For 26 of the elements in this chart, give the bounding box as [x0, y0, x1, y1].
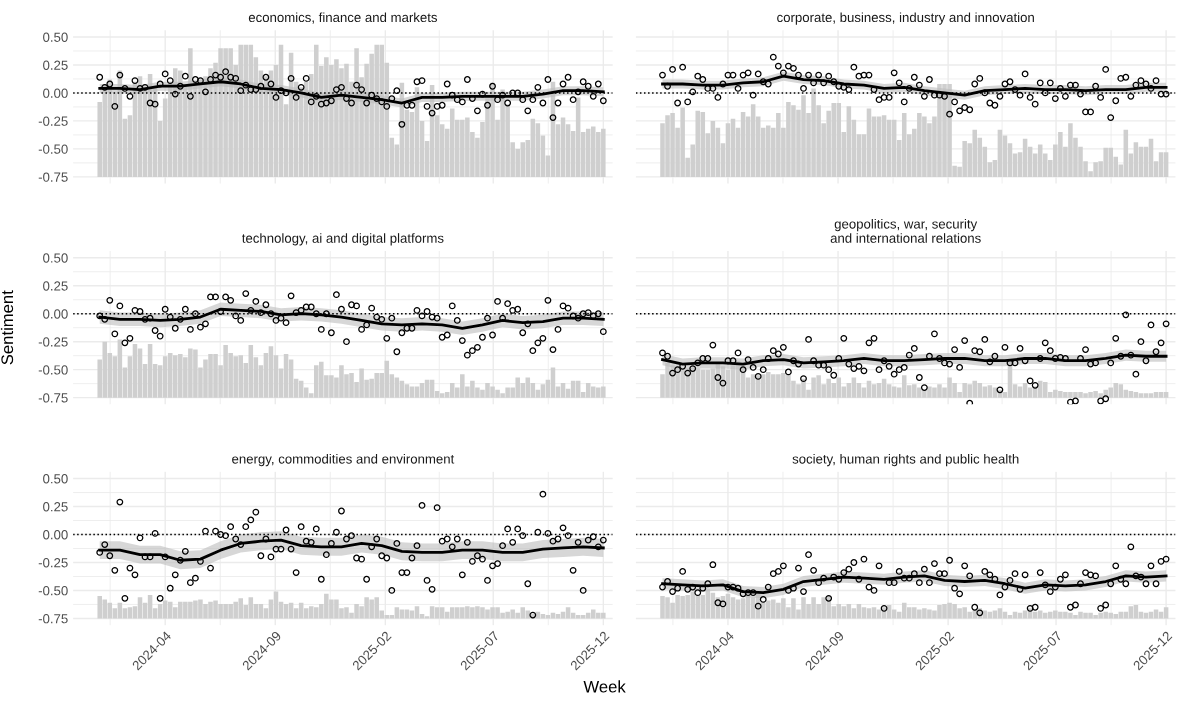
- y-tick-label: 0.25: [43, 281, 68, 291]
- chart-title: energy, commodities and environment: [232, 453, 455, 467]
- y-tick-label: 0.00: [43, 88, 68, 98]
- y-axis-title: Sentiment: [0, 290, 14, 365]
- y-tick-label: -0.50: [38, 365, 68, 375]
- y-tick-label: 0.25: [43, 502, 68, 512]
- y-tick-label: -0.50: [38, 144, 68, 154]
- y-tick-label: 0.00: [43, 309, 68, 319]
- y-tick-label: -0.25: [38, 337, 68, 347]
- chart-title: technology, ai and digital platforms: [242, 233, 444, 246]
- chart-title: economics, finance and markets: [248, 12, 438, 24]
- y-tick-label: 0.25: [43, 60, 68, 70]
- y-tick-label: 0.50: [43, 32, 68, 42]
- y-tick-label: -0.75: [38, 393, 68, 403]
- y-tick-label: -0.25: [38, 116, 68, 126]
- chart-title: society, human rights and public health: [792, 453, 1019, 467]
- y-tick-label: -0.75: [38, 172, 68, 182]
- chart-title: geopolitics, war, security and international relations: [830, 218, 981, 243]
- y-tick-label: -0.75: [38, 614, 68, 624]
- y-tick-label: -0.25: [38, 558, 68, 568]
- y-tick-label: -0.50: [38, 586, 68, 596]
- chart-title: corporate, business, industry and innovation: [777, 12, 1034, 25]
- y-tick-label: 0.50: [43, 253, 68, 263]
- y-tick-label: 0.00: [43, 530, 68, 540]
- y-tick-label: 0.50: [43, 474, 68, 484]
- x-axis-title: Week: [583, 680, 626, 693]
